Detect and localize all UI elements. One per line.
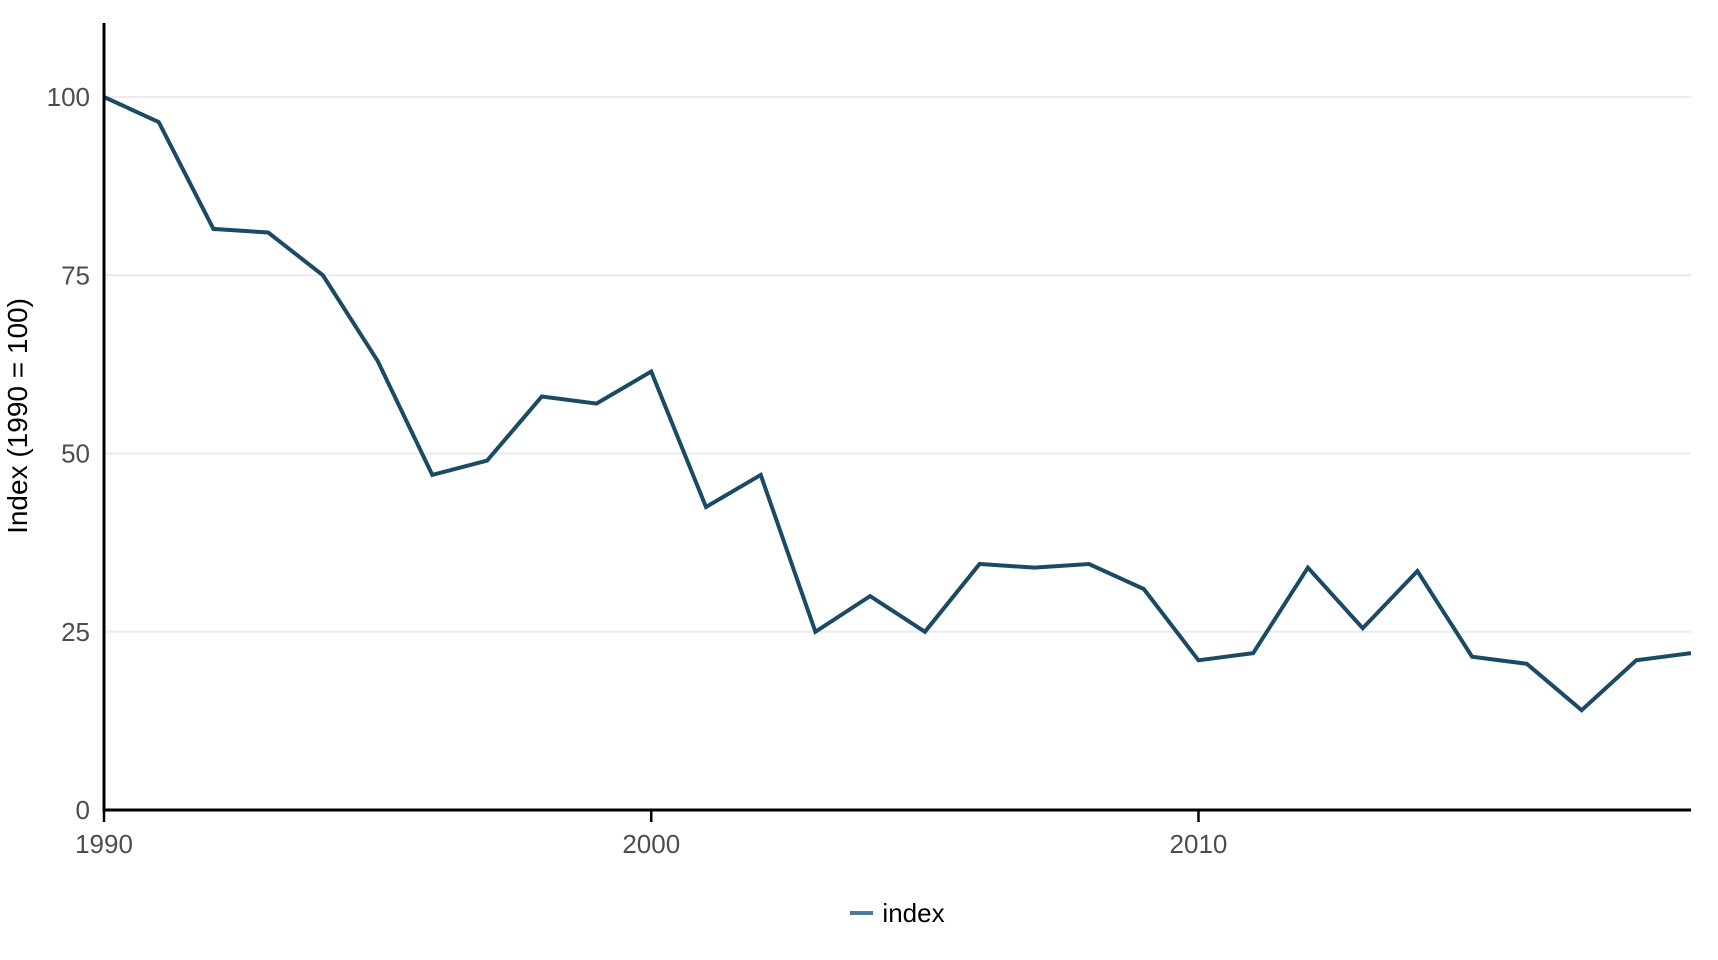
y-tick-label-50: 50 [61, 439, 90, 469]
x-tick-label-2000: 2000 [622, 829, 680, 859]
y-axis-title: Index (1990 = 100) [2, 298, 33, 534]
legend: index [104, 896, 1691, 930]
x-tick-label-1990: 1990 [75, 829, 133, 859]
x-tick-label-2010: 2010 [1170, 829, 1228, 859]
legend-label: index [882, 898, 945, 928]
y-tick-label-0: 0 [76, 795, 90, 825]
y-tick-label-75: 75 [61, 260, 90, 290]
y-tick-label-25: 25 [61, 617, 90, 647]
y-tick-label-100: 100 [47, 82, 90, 112]
data-line-index [103, 95, 1692, 713]
legend-line-swatch [850, 911, 874, 915]
